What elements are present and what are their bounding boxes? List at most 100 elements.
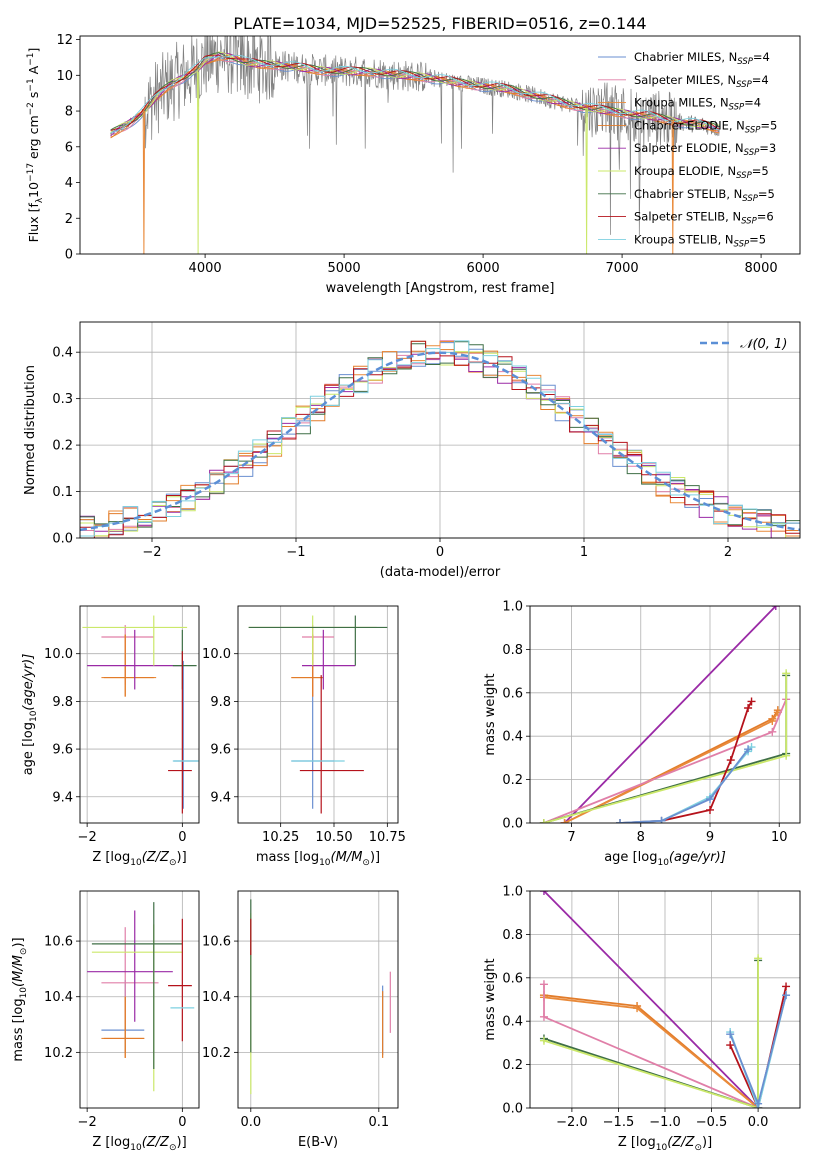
x-tick-label: 10	[771, 830, 788, 845]
label-part: =4	[752, 73, 769, 87]
x-tick-label: 4000	[189, 261, 222, 276]
y-tick-label: 1.0	[502, 600, 523, 615]
weight-marker	[539, 891, 548, 895]
error-bar-point	[302, 625, 334, 697]
label-part: wavelength [Angstrom, rest frame]	[326, 281, 555, 296]
panel-mass_vs_Z: −2 010.210.410.6Z [log10(Z/Z⊙)]mass [log1…	[11, 890, 200, 1153]
weight-marker	[747, 697, 756, 706]
label-part: E(B-V)	[298, 1135, 338, 1150]
label-part: Salpeter MILES, N	[634, 73, 736, 87]
x-tick-label: 1	[580, 545, 588, 560]
error-bar-point	[82, 615, 188, 666]
label-part: =5	[749, 232, 766, 246]
label-part: Salpeter ELODIE, N	[634, 141, 744, 155]
x-tick-label: 2	[724, 545, 732, 560]
y-tick-label: 0.1	[52, 485, 73, 500]
y-tick-label: 10	[56, 69, 73, 84]
label-part: =6	[757, 210, 774, 224]
label-part: −1	[26, 53, 36, 66]
y-axis-label: mass weight	[483, 958, 498, 1040]
y-tick-label: 2	[65, 212, 73, 227]
label-part: SSP	[729, 103, 745, 113]
legend-entry: 𝒩(0, 1)	[740, 337, 787, 352]
label-part: =4	[744, 96, 761, 110]
legend-entry: Salpeter MILES, NSSP=4	[634, 73, 769, 90]
residual-histogram	[80, 340, 800, 537]
y-tick-label: 12	[56, 33, 73, 48]
error-bar-point	[248, 615, 388, 666]
weight-marker	[744, 703, 753, 712]
label-part: (age/yr)]	[669, 850, 726, 865]
x-tick-label: 8	[637, 830, 645, 845]
y-tick-label: 10.4	[202, 990, 231, 1005]
label-part: age [log	[604, 850, 657, 865]
error-bar-point	[101, 927, 159, 1025]
model-fit-line	[110, 52, 720, 131]
weight-marker	[539, 819, 548, 823]
x-tick-label: 0.1	[368, 1115, 389, 1130]
weight-marker	[754, 954, 763, 963]
panel-weight_vs_Z: −2.0 −1.5 −1.0 −0.5 0.0 0.0 0.2 0.4 0.6 0.8 1.0 Z […	[483, 885, 801, 1153]
ticks: −2 0 10.2 10.4 10.6	[44, 935, 186, 1130]
label-part: SSP	[734, 239, 750, 249]
observed-spectrum	[110, 36, 720, 235]
y-tick-label: 9.4	[210, 790, 231, 805]
label-part: SSP	[736, 80, 752, 90]
x-axis-label: mass [log10(M/M⊙)]	[256, 850, 380, 868]
label-part: Flux [f	[26, 203, 41, 243]
model-fit-line	[110, 57, 720, 138]
label-part: )]	[177, 850, 187, 865]
weight-line	[543, 984, 759, 1108]
label-part: ]	[26, 48, 41, 53]
label-part: =4	[753, 50, 770, 64]
label-part: Salpeter STELIB, N	[634, 210, 741, 224]
x-axis-label: (data-model)/error	[380, 565, 501, 580]
plot-area	[250, 899, 391, 1095]
y-axis-label: Flux [fλ10−17 erg cm−2 s−1 A−1]	[26, 48, 45, 243]
y-tick-label: 10.2	[202, 1046, 231, 1061]
legend-entry: Kroupa MILES, NSSP=4	[634, 96, 761, 113]
weight-marker	[782, 982, 791, 991]
y-tick-label: 10.6	[44, 935, 73, 950]
x-tick-label: 8000	[745, 261, 778, 276]
label-part: mass [log	[256, 850, 319, 865]
weight-marker	[768, 727, 777, 736]
error-bar-point	[87, 629, 183, 690]
label-part: Z [log	[618, 1135, 656, 1150]
weight-line	[543, 960, 759, 1108]
y-tick-label: 6	[65, 140, 73, 155]
weight-line	[619, 748, 749, 823]
label-part: mass weight	[483, 673, 498, 755]
error-bar-point	[172, 629, 197, 690]
x-tick-label: 10.25	[262, 830, 299, 845]
label-part: (Z/Z	[142, 850, 170, 865]
figure-title: PLATE=1034, MJD=52525, FIBERID=0516, z=0…	[233, 14, 646, 33]
y-tick-label: 0.8	[502, 643, 523, 658]
label-part: SSP	[744, 148, 760, 158]
x-tick-label: 0	[436, 545, 444, 560]
error-bar-point	[168, 651, 192, 814]
x-tick-label: −1.5	[603, 1115, 635, 1130]
weight-marker	[782, 991, 791, 1000]
legend-entry: Chabrier STELIB, NSSP=5	[634, 187, 775, 204]
y-tick-label: 0.0	[502, 1102, 523, 1117]
label-part: Kroupa STELIB, N	[634, 232, 734, 246]
label-part: )]	[177, 1135, 187, 1150]
y-tick-label: 1.0	[502, 885, 523, 900]
panel-age_vs_Z: −2 09.49.69.810.0Z [log10(Z/Z⊙)]age [log1…	[21, 605, 200, 868]
x-tick-label: −2	[78, 1115, 97, 1130]
x-tick-label: 0.0	[240, 1115, 261, 1130]
weight-marker	[657, 816, 666, 823]
weight-marker	[706, 795, 714, 804]
ticks: −2.0 −1.5 −1.0 −0.5 0.0 0.0 0.2 0.4 0.6 0.8 1.0	[502, 885, 768, 1131]
label-part: ⊙	[19, 948, 29, 956]
label-part: Chabrier ELODIE, N	[634, 118, 745, 132]
grid-lines	[238, 891, 398, 1108]
panel-age_vs_mass: 10.25 10.50 10.75 9.4 9.6 9.8 10.0 mass [log10(…	[202, 605, 406, 868]
x-tick-label: 7	[567, 830, 575, 845]
error-bar-point	[91, 924, 183, 1092]
weight-marker	[782, 669, 791, 678]
label-part: age [log	[21, 722, 36, 775]
label-part: SSP	[736, 171, 752, 181]
label-part: 10	[26, 182, 41, 198]
